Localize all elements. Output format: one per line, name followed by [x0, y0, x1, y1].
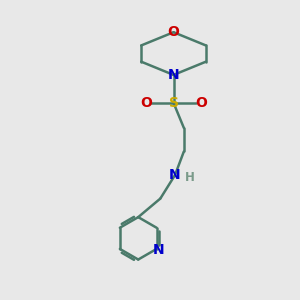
Text: N: N — [169, 168, 181, 182]
Text: O: O — [195, 96, 207, 110]
Text: H: H — [185, 171, 195, 184]
Text: S: S — [169, 96, 178, 110]
Text: N: N — [168, 68, 179, 82]
Text: O: O — [168, 25, 179, 39]
Text: N: N — [153, 243, 165, 257]
Text: O: O — [140, 96, 152, 110]
